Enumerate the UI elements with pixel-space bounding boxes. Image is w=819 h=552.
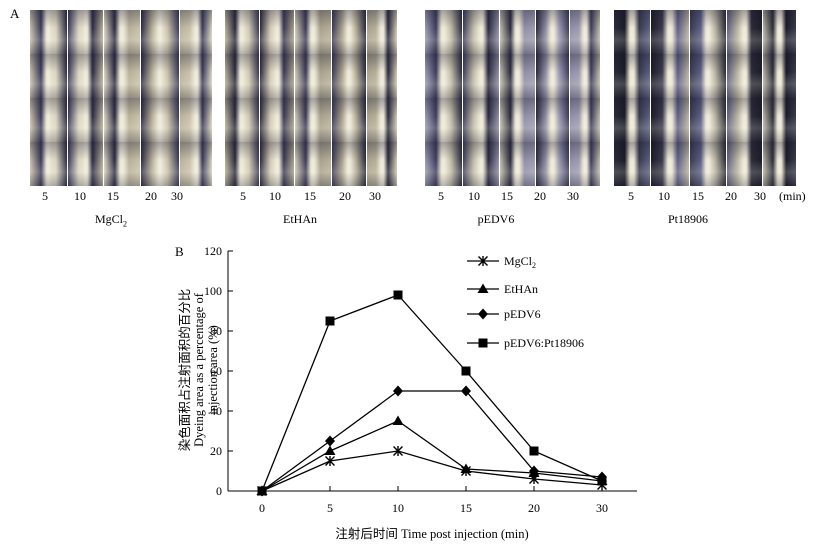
- series-line-mgcl2: [261, 450, 603, 492]
- y-axis-title-en-line2: injection area (%): [206, 325, 220, 415]
- leaf-strip-photo: [367, 10, 397, 186]
- data-point-star: [393, 446, 403, 456]
- leaf-strip-photo: [295, 10, 331, 186]
- legend-marker-triangle: [477, 283, 489, 293]
- data-point-square: [393, 290, 403, 300]
- series-line-ethan: [261, 420, 603, 492]
- legend-marker-square: [478, 338, 488, 348]
- axis-labels: 注射后时间 Time post injection (min) 染色面积占注射面积…: [177, 289, 529, 541]
- x-tick-label: 0: [259, 501, 265, 515]
- y-axis-title-en: Dyeing area as a percentage of: [192, 292, 206, 447]
- data-point-triangle: [392, 415, 404, 425]
- leaf-strip-photo: [425, 10, 462, 186]
- time-tick-label: 20: [339, 189, 351, 203]
- y-tick-label: 0: [216, 484, 222, 498]
- legend-marker-diamond: [478, 308, 488, 320]
- chart-legend: MgCl2 EtHAn pEDV6 pEDV6:Pt18906: [467, 254, 584, 350]
- data-point-star: [325, 456, 335, 466]
- time-unit-label: (min): [779, 189, 806, 203]
- y-tick-label: 20: [210, 444, 222, 458]
- legend-label: EtHAn: [504, 282, 538, 296]
- data-point-square: [461, 366, 471, 376]
- data-point-diamond: [529, 465, 539, 477]
- panel-b-label: B: [175, 244, 184, 259]
- time-tick-label: 30: [171, 189, 183, 203]
- series-line-pedv6-pt18906: [261, 294, 603, 492]
- x-tick-label: 20: [528, 501, 540, 515]
- time-tick-label: 15: [501, 189, 513, 203]
- y-tick-label: 100: [204, 284, 222, 298]
- data-point-square: [325, 316, 335, 326]
- time-tick-label: 15: [304, 189, 316, 203]
- leaf-strip-photo: [260, 10, 294, 186]
- data-point-diamond: [325, 435, 335, 447]
- legend-marker-star: [478, 256, 488, 266]
- leaf-strip-photo: [727, 10, 762, 186]
- time-tick-label: 15: [692, 189, 704, 203]
- y-tick-label: 80: [210, 324, 222, 338]
- chart-axes: 0 20 40 60 80 100 120 0 5 10 15 20 30: [204, 244, 637, 515]
- x-tick-label: 30: [596, 501, 608, 515]
- data-point-triangle: [324, 445, 336, 455]
- leaf-strip-photo: [180, 10, 212, 186]
- y-tick-label: 60: [210, 364, 222, 378]
- time-tick-label: 30: [567, 189, 579, 203]
- leaf-strip-photo: [68, 10, 103, 186]
- legend-label: pEDV6: [504, 307, 541, 321]
- legend-label: pEDV6:Pt18906: [504, 336, 584, 350]
- x-tick-label: 5: [327, 501, 333, 515]
- data-point-triangle: [460, 463, 472, 473]
- data-point-square: [257, 486, 267, 496]
- panel-a-label: A: [10, 6, 20, 21]
- group-name-label: Pt18906: [667, 212, 709, 226]
- time-tick-label: 10: [74, 189, 86, 203]
- leaf-strip-photo: [690, 10, 726, 186]
- leaf-strip-photo: [570, 10, 600, 186]
- group-name-label: pEDV6: [477, 212, 515, 226]
- time-tick-label: 10: [658, 189, 670, 203]
- time-tick-label: 20: [145, 189, 157, 203]
- time-tick-label: 5: [240, 189, 246, 203]
- series-markers: [256, 290, 608, 497]
- group-name-label: MgCl2: [94, 212, 128, 229]
- leaf-strip-photo: [763, 10, 796, 186]
- data-point-diamond: [461, 385, 471, 397]
- data-point-square: [529, 446, 539, 456]
- y-axis-title-cn: 染色面积占注射面积的百分比: [177, 289, 192, 452]
- time-tick-label: 15: [107, 189, 119, 203]
- leaf-strip-photo: [30, 10, 67, 186]
- time-tick-label: 10: [269, 189, 281, 203]
- time-tick-label: 5: [42, 189, 48, 203]
- group-name-label: EtHAn: [283, 212, 317, 226]
- leaf-strip-photo: [104, 10, 140, 186]
- leaf-strip-photo: [225, 10, 259, 186]
- time-tick-label: 10: [468, 189, 480, 203]
- leaf-strip-photo: [332, 10, 366, 186]
- time-tick-label: 20: [725, 189, 737, 203]
- leaf-strip-photo: [463, 10, 499, 186]
- y-tick-label: 40: [210, 404, 222, 418]
- series-lines: [261, 294, 603, 492]
- leaf-strip-photo: [500, 10, 535, 186]
- leaf-strip-photo: [536, 10, 569, 186]
- leaf-strip-photo: [614, 10, 650, 186]
- leaf-strip-photo: [141, 10, 179, 186]
- time-tick-label: 5: [628, 189, 634, 203]
- time-tick-label: 20: [534, 189, 546, 203]
- time-tick-label: 5: [438, 189, 444, 203]
- time-tick-label: 30: [369, 189, 381, 203]
- leaf-strip-photo: [651, 10, 689, 186]
- series-line-pedv6: [261, 390, 603, 492]
- x-tick-label: 15: [460, 501, 472, 515]
- y-tick-label: 120: [204, 244, 222, 258]
- legend-label: MgCl2: [504, 254, 536, 270]
- time-tick-label: 30: [754, 189, 766, 203]
- x-tick-label: 10: [392, 501, 404, 515]
- data-point-diamond: [393, 385, 403, 397]
- data-point-square: [597, 476, 607, 486]
- x-axis-title: 注射后时间 Time post injection (min): [335, 526, 528, 541]
